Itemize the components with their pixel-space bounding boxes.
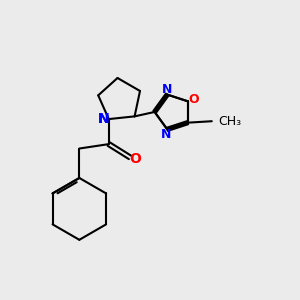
Text: O: O xyxy=(129,152,141,166)
Text: N: N xyxy=(162,83,172,96)
Text: N: N xyxy=(98,112,109,126)
Text: O: O xyxy=(188,93,199,106)
Text: N: N xyxy=(160,128,171,141)
Text: CH₃: CH₃ xyxy=(218,115,242,128)
Text: N: N xyxy=(98,112,109,126)
